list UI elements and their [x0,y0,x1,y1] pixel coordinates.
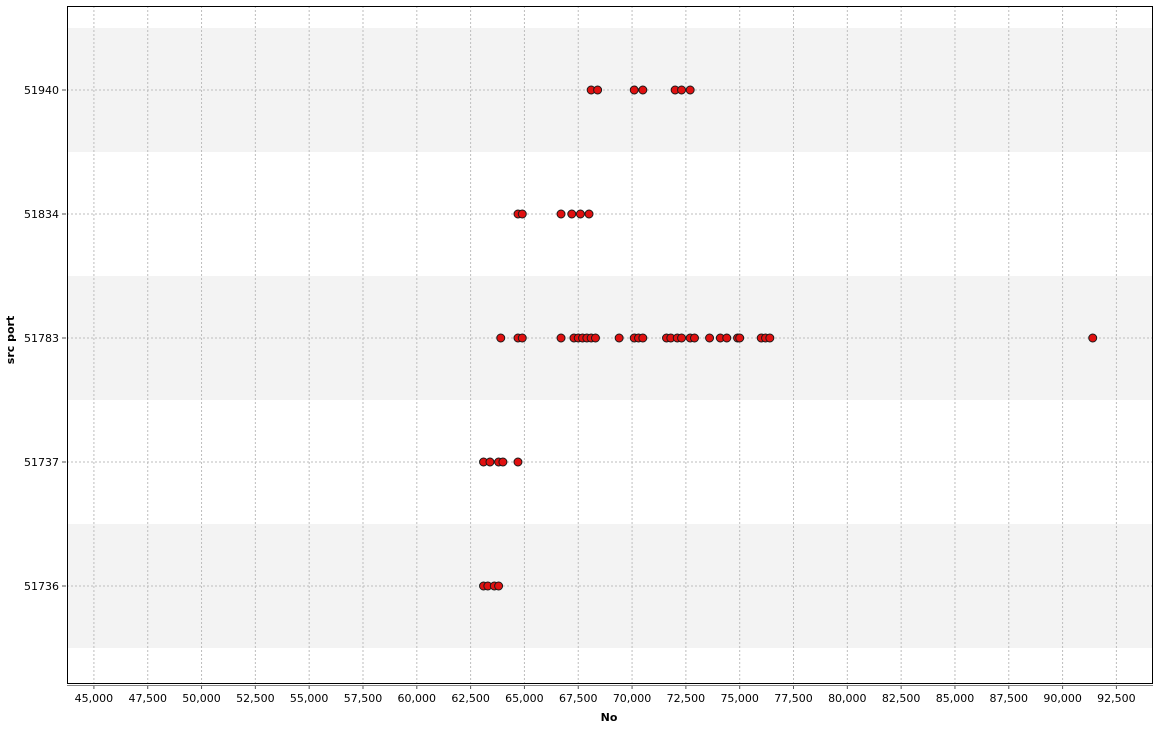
x-tick-label: 77,500 [774,692,813,705]
data-point [705,333,715,343]
x-tick-label: 55,000 [290,692,329,705]
x-tick-label: 60,000 [398,692,437,705]
y-tick-label: 51783 [24,332,59,345]
y-tick-label: 51940 [24,84,59,97]
x-tick-label: 82,500 [882,692,921,705]
data-point [735,333,745,343]
x-tick-label: 45,000 [75,692,114,705]
data-point [677,333,687,343]
data-point [556,209,566,219]
y-tick-label: 51736 [24,580,59,593]
row-band [67,524,1153,648]
data-point [677,85,687,95]
data-point [685,85,695,95]
x-tick-label: 80,000 [828,692,867,705]
data-point [638,85,648,95]
x-tick-label: 90,000 [1043,692,1082,705]
x-axis-title: No [601,711,618,724]
x-tick-label: 62,500 [451,692,490,705]
data-point [517,333,527,343]
data-point [722,333,732,343]
data-point [584,209,594,219]
data-point [496,333,506,343]
y-tick-label: 51737 [24,456,59,469]
plot-frame [67,6,1153,684]
y-tick-label: 51834 [24,208,59,221]
x-tick-label: 85,000 [936,692,975,705]
row-band [67,28,1153,152]
grid-lines [67,6,1153,684]
x-tick-label: 57,500 [344,692,383,705]
data-point [575,209,585,219]
data-point [593,85,603,95]
data-point [614,333,624,343]
data-point [517,209,527,219]
x-tick-label: 87,500 [990,692,1029,705]
data-point [765,333,775,343]
data-points [479,85,1098,591]
x-tick-label: 65,000 [505,692,544,705]
data-point [689,333,699,343]
data-point [556,333,566,343]
y-axis: 51940 51834 51783 51737 51736 [24,84,66,593]
data-point [629,85,639,95]
row-bands [67,28,1153,648]
y-axis-title: src port [4,316,17,364]
data-point [567,209,577,219]
data-point [1088,333,1098,343]
data-point [485,457,495,467]
data-point [513,457,523,467]
data-point [590,333,600,343]
x-tick-label: 50,000 [182,692,221,705]
x-tick-label: 75,000 [720,692,759,705]
row-band [67,276,1153,400]
data-point [498,457,508,467]
x-tick-label: 70,000 [613,692,652,705]
data-point [494,581,504,591]
x-tick-label: 52,500 [236,692,275,705]
x-tick-label: 92,500 [1097,692,1136,705]
x-tick-label: 47,500 [128,692,167,705]
x-axis: 45,000 47,500 50,000 52,500 55,000 57,500 60,0… [67,685,1153,705]
data-point [638,333,648,343]
x-tick-label: 67,500 [559,692,598,705]
x-tick-label: 72,500 [667,692,706,705]
